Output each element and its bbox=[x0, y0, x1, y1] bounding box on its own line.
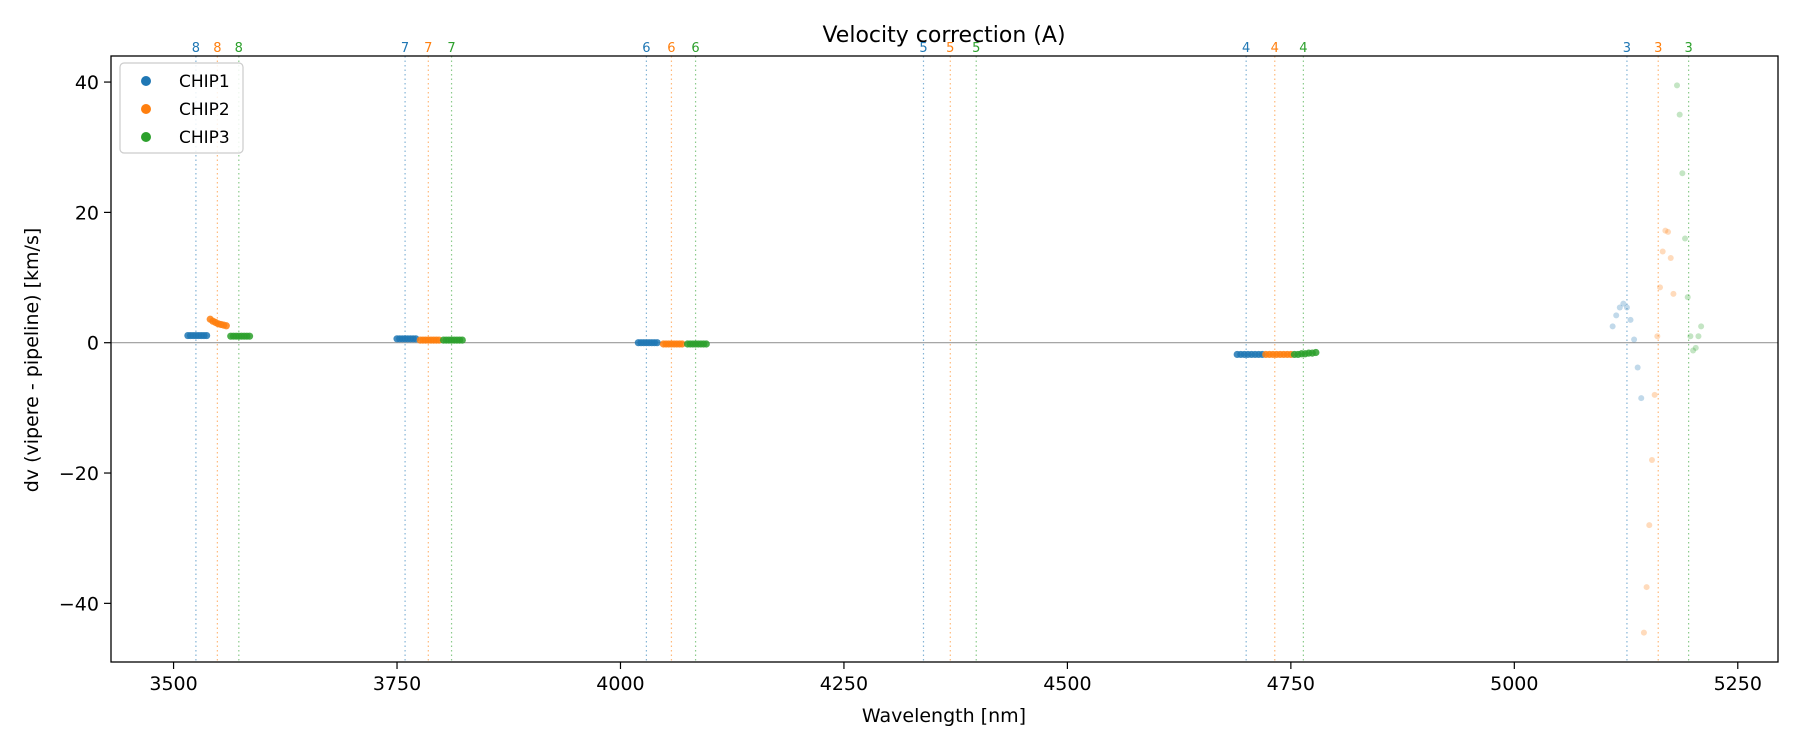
legend-box bbox=[119, 62, 244, 154]
data-point bbox=[1676, 111, 1683, 118]
data-point bbox=[1698, 323, 1705, 330]
order-label: 3 bbox=[1684, 41, 1692, 56]
data-point bbox=[458, 336, 466, 344]
x-tick-label: 4250 bbox=[820, 673, 868, 695]
order-label: 3 bbox=[1654, 41, 1662, 56]
order-label: 3 bbox=[1623, 41, 1631, 56]
data-point bbox=[1646, 522, 1653, 529]
data-point bbox=[1659, 248, 1666, 255]
data-point bbox=[1684, 294, 1691, 301]
x-axis-label: Wavelength [nm] bbox=[862, 705, 1026, 727]
data-point bbox=[702, 340, 710, 348]
order-label: 7 bbox=[447, 41, 455, 56]
data-point bbox=[1692, 344, 1699, 351]
data-point bbox=[1638, 395, 1645, 402]
plot-frame bbox=[110, 55, 1779, 663]
order-label: 8 bbox=[235, 41, 243, 56]
data-point bbox=[1670, 290, 1677, 297]
data-point bbox=[1627, 316, 1634, 323]
data-point bbox=[1665, 228, 1672, 235]
order-label: 4 bbox=[1271, 41, 1279, 56]
data-point bbox=[1662, 227, 1669, 234]
order-label: 5 bbox=[946, 41, 954, 56]
order-label: 4 bbox=[1299, 41, 1307, 56]
order-label: 8 bbox=[192, 41, 200, 56]
y-tick-label: −40 bbox=[59, 593, 99, 615]
data-point bbox=[1620, 300, 1627, 307]
legend: CHIP1 CHIP2 CHIP3 bbox=[119, 62, 244, 154]
data-point bbox=[678, 340, 686, 348]
data-point bbox=[1634, 364, 1641, 371]
data-point bbox=[653, 339, 661, 347]
data-point bbox=[1631, 336, 1638, 343]
y-tick-label: 20 bbox=[75, 202, 99, 224]
data-point bbox=[222, 322, 230, 330]
x-tick-label: 3750 bbox=[373, 673, 421, 695]
y-tick-label: 0 bbox=[87, 333, 99, 355]
x-tick-label: 4500 bbox=[1043, 673, 1091, 695]
data-point bbox=[203, 331, 211, 340]
x-tick-label: 5250 bbox=[1714, 673, 1762, 695]
y-tick-label: 40 bbox=[75, 72, 99, 94]
order-label: 7 bbox=[424, 41, 432, 56]
order-label: 8 bbox=[213, 41, 221, 56]
order-label: 5 bbox=[972, 41, 980, 56]
data-point bbox=[1651, 391, 1658, 398]
data-point bbox=[1616, 304, 1623, 311]
data-point bbox=[1695, 333, 1702, 340]
order-label: 6 bbox=[691, 41, 699, 56]
data-point bbox=[1687, 333, 1694, 340]
data-point bbox=[1682, 235, 1689, 242]
legend-marker bbox=[141, 132, 151, 142]
data-point bbox=[1609, 323, 1616, 330]
legend-label: CHIP3 bbox=[179, 128, 230, 148]
data-point bbox=[1648, 457, 1655, 463]
data-point bbox=[1643, 584, 1650, 591]
legend-label: CHIP2 bbox=[179, 100, 230, 120]
data-point bbox=[1312, 348, 1320, 357]
x-tick-label: 3500 bbox=[149, 673, 197, 695]
order-label: 4 bbox=[1242, 41, 1250, 56]
chart-title: Velocity correction (A) bbox=[822, 23, 1065, 48]
x-tick-label: 4000 bbox=[596, 673, 644, 695]
data-point bbox=[245, 332, 254, 340]
data-point bbox=[1657, 284, 1664, 291]
data-point bbox=[1654, 333, 1661, 340]
data-point bbox=[1690, 347, 1697, 354]
order-label: 5 bbox=[919, 41, 927, 56]
data-point bbox=[1613, 312, 1620, 319]
x-tick-label: 4750 bbox=[1267, 673, 1315, 695]
y-axis-label: dv (vipere - pipeline) [km/s] bbox=[21, 228, 43, 493]
legend-marker bbox=[141, 76, 151, 86]
data-point bbox=[1679, 170, 1686, 177]
order-label: 6 bbox=[667, 41, 675, 56]
order-label: 6 bbox=[642, 41, 650, 56]
order-label: 7 bbox=[401, 41, 409, 56]
data-point bbox=[1673, 82, 1680, 89]
legend-label: CHIP1 bbox=[179, 72, 230, 92]
x-tick-label: 5000 bbox=[1490, 673, 1538, 695]
legend-marker bbox=[141, 104, 151, 114]
y-tick-label: −20 bbox=[59, 463, 99, 485]
data-point bbox=[1667, 255, 1674, 261]
data-point bbox=[1623, 304, 1630, 311]
data-point bbox=[1640, 629, 1647, 636]
